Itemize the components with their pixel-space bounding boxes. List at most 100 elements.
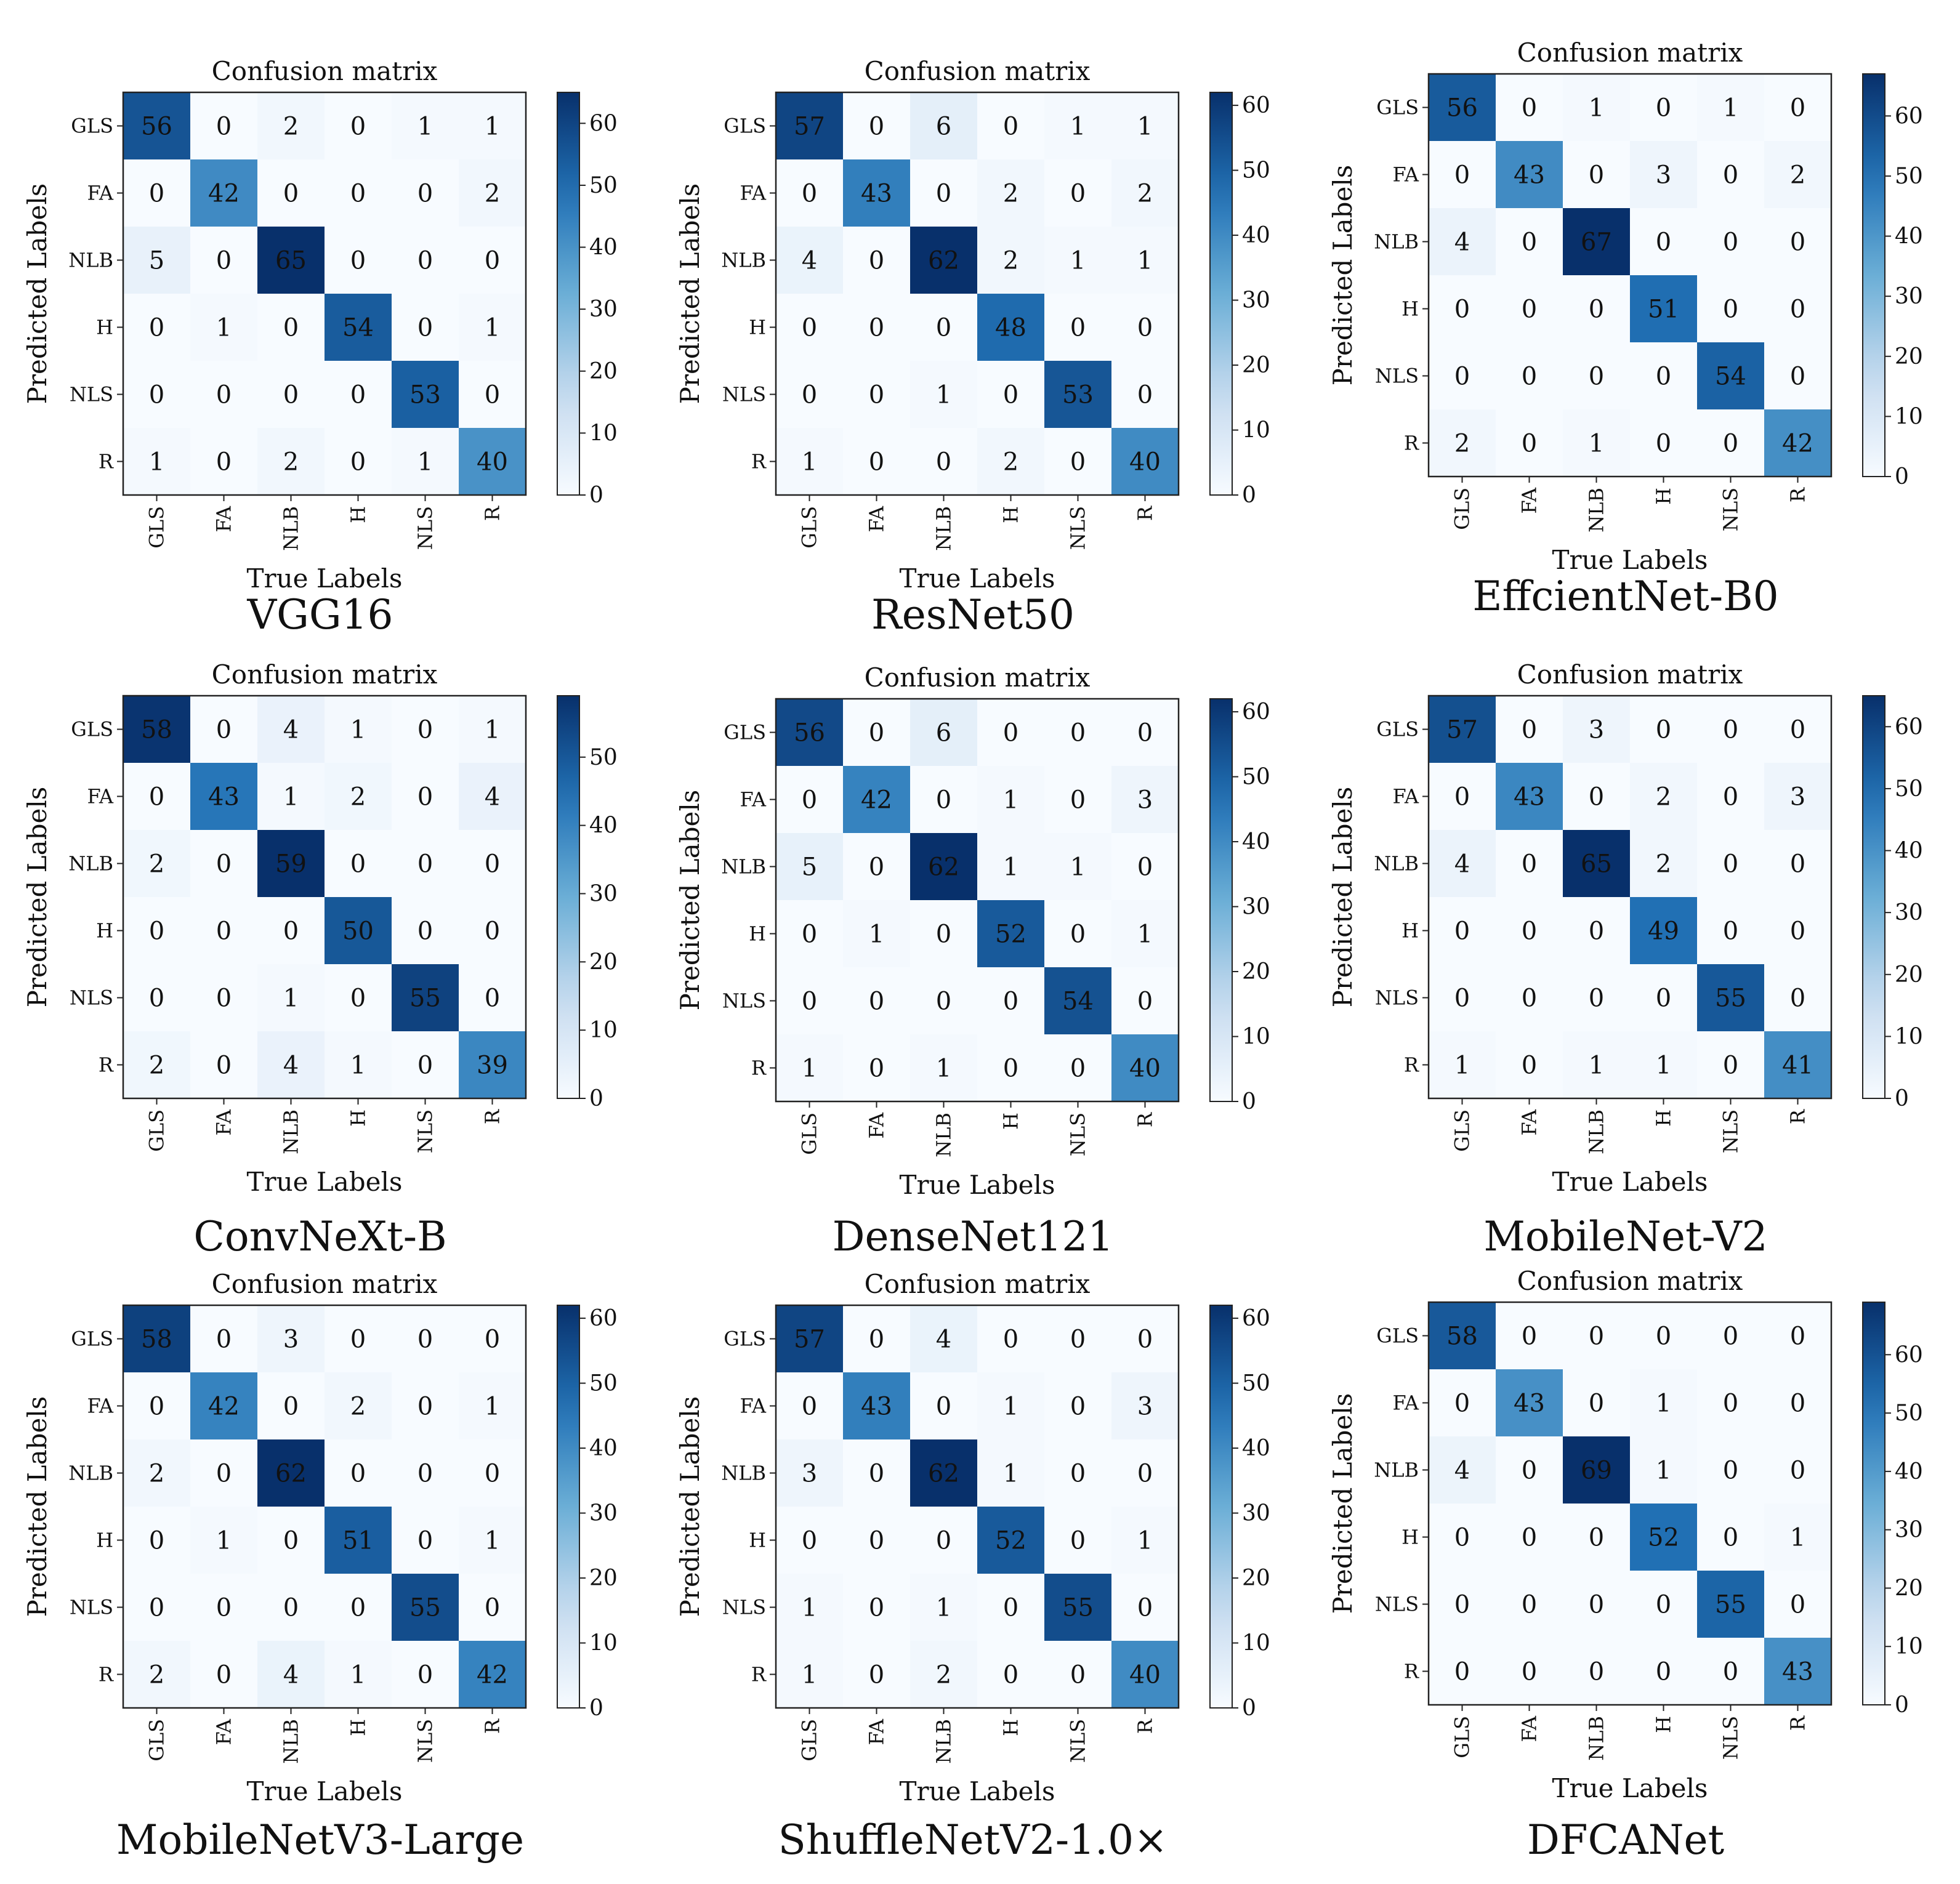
cell-value: 0: [283, 381, 299, 409]
matrix-cell: [1563, 141, 1630, 208]
matrix-cell: [1429, 763, 1496, 830]
cell-value: 0: [936, 314, 951, 342]
panel-vgg16: Confusion matrix 56 0 2 0 1 1 0 42 0 0 0 2 5 0 65 0 0 0 0 1 0…: [0, 18, 640, 638]
x-tick-label: FA: [1518, 487, 1541, 513]
matrix-cell: [190, 897, 257, 964]
x-tick-label: GLS: [798, 1719, 821, 1761]
matrix-cell: [1496, 964, 1563, 1031]
cell-value: 2: [149, 1661, 164, 1689]
cell-value: 0: [1522, 94, 1537, 123]
cell-value: 0: [216, 1661, 232, 1689]
matrix-cell: [190, 964, 257, 1031]
matrix-cell: [1496, 830, 1563, 897]
matrix-cell: [1563, 208, 1630, 275]
cell-value: 0: [1522, 1322, 1537, 1351]
matrix-cell: [1630, 409, 1697, 477]
cell-value: 51: [1648, 296, 1679, 324]
cell-value: 0: [1137, 314, 1153, 342]
panel-densenet121: Confusion matrix 56 0 6 0 0 0 0 42 0 1 0 3 5 0 62 1 1 0 0 1 0…: [653, 625, 1293, 1260]
cell-value: 0: [1070, 448, 1086, 477]
cell-value: 0: [802, 1393, 817, 1421]
cell-value: 55: [1715, 984, 1746, 1013]
matrix-cell: [1429, 1302, 1496, 1369]
y-tick-label: NLB: [1374, 1459, 1419, 1482]
cell-value: 0: [1522, 850, 1537, 879]
matrix-cell: [1111, 1439, 1179, 1507]
matrix-cell: [1764, 763, 1831, 830]
matrix-cell: [1764, 141, 1831, 208]
matrix-cell: [257, 1372, 325, 1439]
matrix-cell: [1630, 208, 1697, 275]
colorbar-tick-label: 20: [1895, 962, 1923, 988]
x-tick-label: FA: [1518, 1109, 1541, 1135]
colorbar-tick-label: 10: [589, 1631, 618, 1656]
y-tick-label: H: [96, 316, 113, 339]
matrix-cell: [325, 1507, 392, 1574]
cell-value: 56: [141, 113, 172, 141]
cell-value: 55: [1715, 1591, 1746, 1619]
cell-value: 0: [869, 1460, 884, 1488]
colorbar-tick-label: 20: [1242, 1566, 1270, 1591]
cell-value: 0: [869, 314, 884, 342]
matrix-cell: [910, 227, 977, 294]
matrix-cell: [190, 763, 257, 830]
matrix-cell: [1764, 696, 1831, 763]
matrix-cell: [1044, 766, 1111, 833]
y-tick-label: H: [749, 922, 766, 946]
y-tick-label: GLS: [71, 1327, 113, 1351]
matrix-cell: [325, 1574, 392, 1641]
matrix-cell: [843, 1574, 910, 1641]
matrix-cell: [123, 1372, 190, 1439]
matrix-cell: [1044, 699, 1111, 766]
cell-value: 0: [1589, 783, 1604, 811]
cell-value: 0: [1522, 363, 1537, 391]
cell-value: 0: [936, 1527, 951, 1555]
y-tick-label: GLS: [1376, 718, 1419, 741]
colorbar-tick-label: 0: [589, 483, 603, 508]
cell-value: 0: [485, 1594, 500, 1622]
matrix-cell: [977, 227, 1044, 294]
cell-value: 1: [485, 314, 500, 342]
cell-value: 0: [869, 1661, 884, 1689]
matrix-cell: [257, 1031, 325, 1098]
colorbar-tick-label: 10: [1242, 1631, 1270, 1656]
y-axis-label: Predicted Labels: [22, 1396, 52, 1617]
matrix-cell: [1764, 1638, 1831, 1705]
matrix-cell: [977, 1372, 1044, 1439]
cell-value: 1: [149, 448, 164, 477]
matrix-cell: [977, 1507, 1044, 1574]
x-tick-label: H: [999, 506, 1023, 523]
matrix-cell: [392, 361, 459, 428]
matrix-cell: [1111, 766, 1179, 833]
cell-value: 4: [936, 1326, 951, 1354]
cell-value: 2: [1790, 161, 1805, 190]
matrix-cell: [1496, 1302, 1563, 1369]
matrix-cell: [459, 1439, 526, 1507]
cell-value: 0: [216, 381, 232, 409]
colorbar: [557, 92, 580, 496]
matrix-cell: [123, 897, 190, 964]
matrix-cell: [257, 428, 325, 495]
matrix-cell: [1697, 763, 1764, 830]
matrix-cell: [325, 227, 392, 294]
x-tick-label: GLS: [145, 1719, 169, 1761]
cell-value: 0: [1522, 1052, 1537, 1080]
cell-value: 0: [1790, 94, 1805, 123]
matrix-cell: [325, 964, 392, 1031]
matrix-cell: [1764, 1369, 1831, 1436]
matrix-cell: [1429, 1369, 1496, 1436]
y-tick-label: R: [751, 1057, 767, 1080]
colorbar-tick-label: 20: [589, 359, 618, 384]
matrix-cell: [1697, 1504, 1764, 1571]
y-tick-label: NLS: [70, 1596, 113, 1619]
cell-value: 0: [1790, 1390, 1805, 1418]
cell-value: 1: [350, 1661, 366, 1689]
matrix-cell: [1697, 964, 1764, 1031]
y-tick-label: NLB: [721, 1462, 766, 1485]
cell-value: 1: [216, 1527, 232, 1555]
colorbar-tick-label: 10: [1895, 404, 1923, 429]
cell-value: 0: [1589, 1390, 1604, 1418]
colorbar-tick-label: 40: [589, 235, 618, 260]
